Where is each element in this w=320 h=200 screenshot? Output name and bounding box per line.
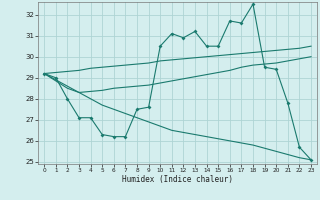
X-axis label: Humidex (Indice chaleur): Humidex (Indice chaleur) — [122, 175, 233, 184]
